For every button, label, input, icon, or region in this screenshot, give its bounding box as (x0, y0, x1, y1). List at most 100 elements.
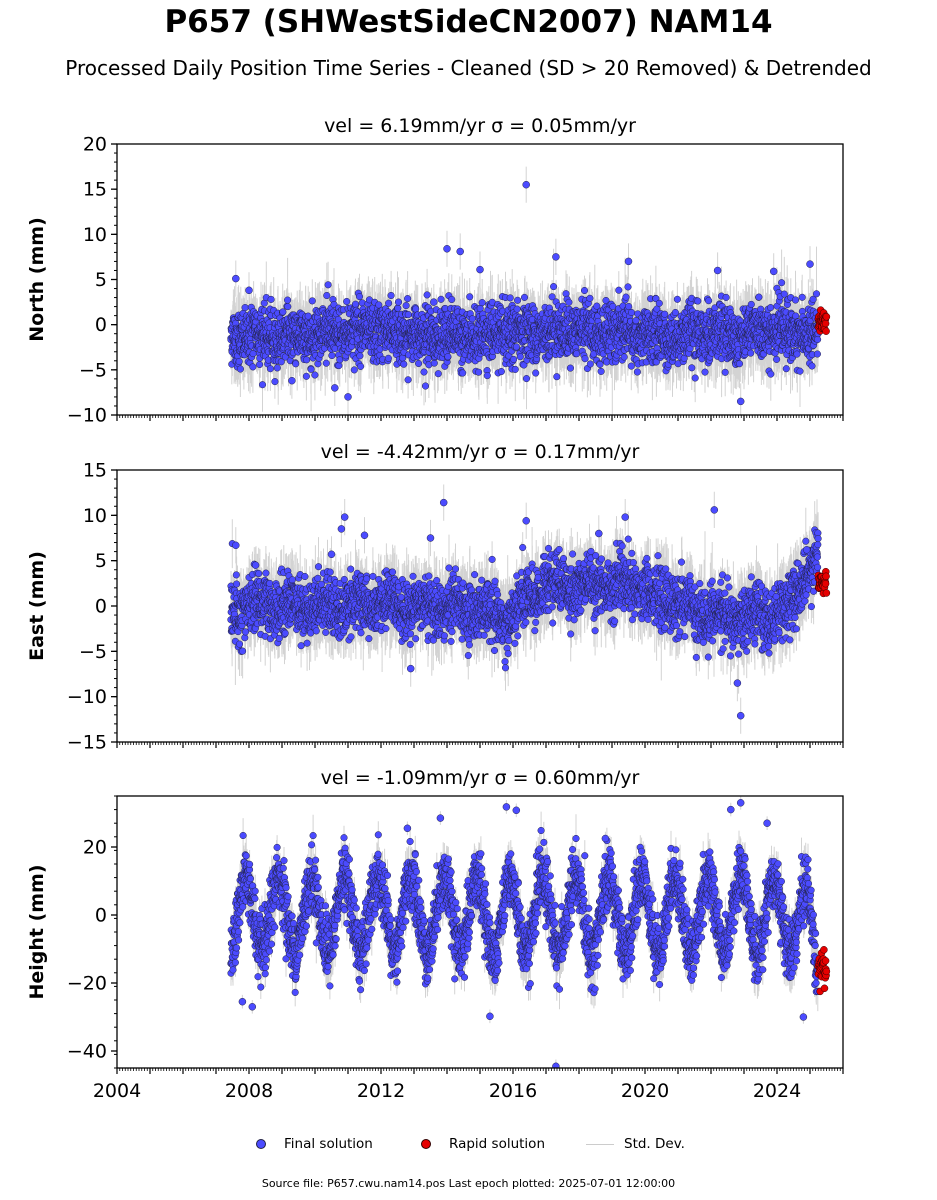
final-point (308, 297, 316, 305)
final-point (350, 366, 358, 374)
final-point (566, 364, 574, 372)
final-point (627, 308, 636, 317)
final-point (655, 299, 663, 307)
final-point (633, 368, 641, 376)
final-point (512, 343, 520, 351)
final-point (365, 635, 373, 643)
final-point (389, 568, 397, 576)
final-point (236, 365, 244, 373)
final-point (813, 350, 821, 358)
final-point (279, 308, 287, 316)
final-point (522, 375, 531, 383)
chart-title: P657 (SHWestSideCN2007) NAM14 (164, 4, 773, 40)
final-point (514, 296, 522, 304)
outlier-point (245, 286, 253, 295)
outlier-point (430, 298, 438, 306)
final-point (701, 368, 709, 376)
outlier-point (522, 180, 530, 189)
final-point (516, 353, 524, 361)
final-point (402, 302, 410, 310)
final-point (464, 651, 472, 660)
rapid-solution-points-north (814, 306, 831, 335)
final-point (767, 370, 775, 378)
final-point (267, 295, 275, 303)
final-point (735, 360, 744, 368)
final-point (356, 352, 364, 360)
final-point (596, 360, 604, 368)
final-point (688, 364, 696, 372)
final-point (694, 297, 702, 305)
final-point (297, 642, 305, 650)
final-point (622, 293, 630, 301)
final-point (235, 357, 243, 366)
outlier-point (456, 247, 464, 256)
final-point (397, 593, 405, 601)
final-point (773, 355, 781, 363)
final-point (620, 353, 628, 361)
final-point (239, 647, 247, 655)
final-point (434, 370, 442, 378)
final-point (266, 365, 274, 373)
final-point (627, 362, 635, 370)
final-point (235, 640, 244, 648)
final-point (513, 305, 521, 313)
final-point (471, 571, 479, 579)
final-point (404, 295, 412, 303)
final-point (369, 572, 377, 580)
final-point (351, 300, 360, 308)
final-point (347, 565, 355, 573)
final-point (548, 293, 556, 301)
final-solution-points-north (227, 180, 822, 406)
final-point (322, 359, 330, 367)
final-point (258, 381, 267, 389)
final-point (478, 299, 486, 307)
plot-area-north (227, 166, 831, 415)
final-point (755, 293, 763, 301)
y-tick-label: −5 (79, 359, 107, 381)
final-point (812, 290, 821, 298)
final-point (447, 637, 455, 645)
outlier-point (232, 274, 240, 283)
final-point (284, 296, 292, 304)
final-point (423, 291, 431, 299)
rapid-point (821, 319, 830, 328)
final-point (593, 302, 601, 310)
final-point (387, 291, 395, 300)
panel-title-north: vel = 6.19mm/yr σ = 0.05mm/yr (324, 115, 636, 137)
final-point (412, 635, 420, 643)
std-dev-bars-north (230, 166, 819, 415)
final-point (497, 367, 505, 376)
final-point (597, 367, 605, 375)
final-point (747, 300, 755, 308)
final-point (747, 349, 755, 357)
final-point (394, 298, 403, 306)
final-point (586, 294, 594, 302)
final-point (314, 563, 323, 571)
final-point (400, 360, 408, 368)
final-point (404, 376, 412, 384)
final-point (312, 627, 320, 635)
final-point (721, 368, 729, 376)
final-point (357, 362, 365, 370)
final-point (625, 302, 633, 311)
final-point (483, 372, 491, 380)
final-point (357, 629, 365, 637)
rapid-point (822, 313, 831, 321)
y-tick-label: −10 (67, 405, 107, 427)
final-point (303, 639, 311, 647)
final-point (420, 368, 428, 376)
final-point (448, 628, 456, 636)
final-point (510, 355, 518, 363)
final-point (406, 640, 414, 648)
final-point (358, 299, 366, 307)
outlier-point (443, 245, 451, 253)
final-solution-points-east (227, 498, 822, 720)
rapid-point (822, 327, 830, 335)
y-tick-label: 10 (83, 224, 107, 246)
final-point (798, 293, 806, 301)
final-point (796, 367, 804, 375)
final-point (314, 574, 322, 582)
final-point (468, 315, 476, 323)
